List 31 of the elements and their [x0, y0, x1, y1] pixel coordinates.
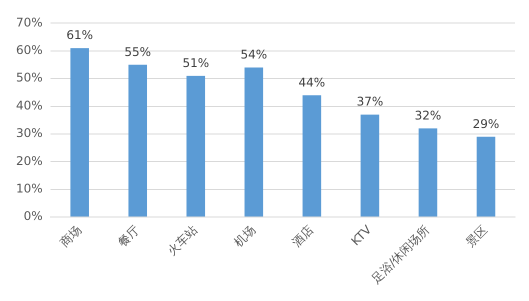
data-label: 44%	[298, 75, 326, 90]
x-tick-label: 火车站	[164, 222, 200, 258]
x-tick-label: 餐厅	[115, 222, 142, 250]
data-label: 37%	[356, 94, 384, 109]
bar	[186, 76, 206, 217]
data-label: 61%	[66, 28, 94, 42]
y-tick-label: 20%	[16, 154, 43, 168]
bar	[302, 95, 322, 217]
y-tick-label: 50%	[16, 70, 43, 85]
y-tick-label: 40%	[16, 98, 43, 112]
bar	[70, 48, 89, 217]
y-tick-label: 60%	[16, 43, 43, 58]
bar	[476, 136, 496, 217]
bar	[418, 128, 438, 217]
bar	[360, 114, 380, 217]
x-tick-label: 商场	[57, 222, 84, 250]
bar	[128, 64, 148, 217]
data-label: 51%	[182, 56, 210, 70]
data-label: 54%	[240, 48, 268, 62]
x-tick-label: 足浴/休闲场所	[368, 222, 432, 286]
y-tick-label: 70%	[16, 15, 43, 30]
data-label: 32%	[414, 108, 442, 123]
bar	[244, 68, 264, 217]
y-tick-label: 10%	[16, 181, 43, 196]
x-tick-label: 酒店	[289, 222, 316, 250]
y-tick-label: 30%	[16, 126, 43, 140]
data-label: 29%	[472, 116, 500, 131]
x-tick-label: 景区	[463, 222, 490, 250]
data-label: 55%	[124, 44, 152, 59]
y-tick-label: 0%	[24, 209, 43, 224]
x-tick-label: 机场	[231, 222, 258, 250]
